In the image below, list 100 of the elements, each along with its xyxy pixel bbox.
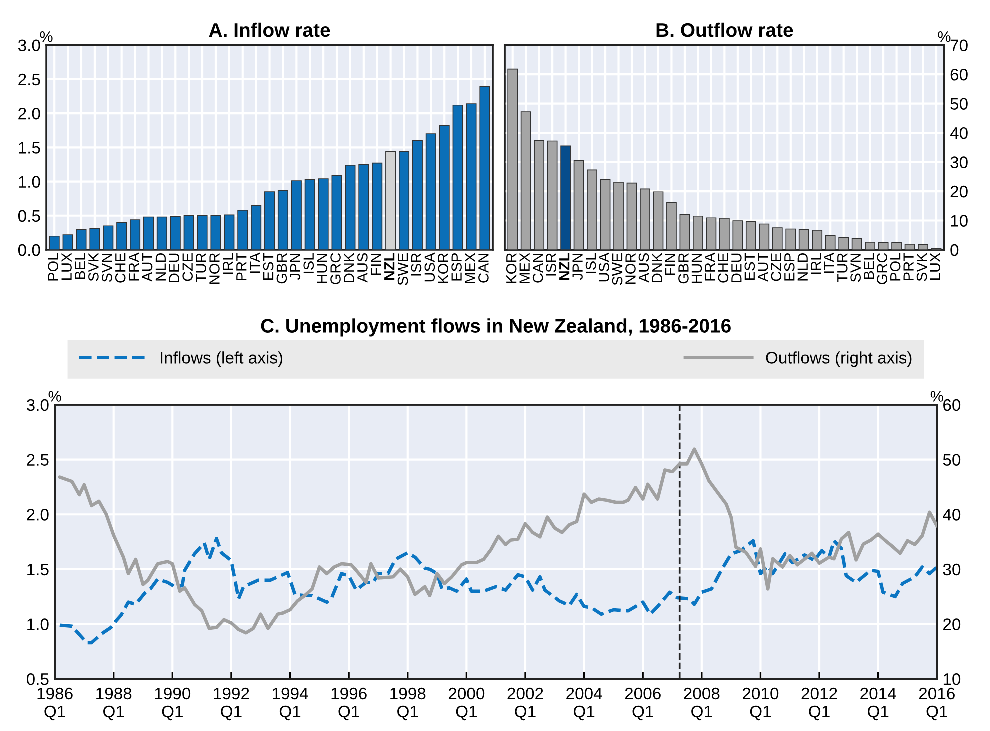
bar (62, 234, 74, 250)
y2-axis-title: % (938, 32, 951, 42)
x-tick-label: TUR (838, 253, 848, 282)
bar (238, 210, 248, 250)
x-tick-label: LUX (62, 253, 72, 280)
bar (143, 216, 154, 250)
y-tick-label: 0.5 (26, 674, 49, 686)
x-tick-label: 2010 Q1 (743, 688, 779, 721)
bar (251, 205, 262, 250)
x-tick-label: 1996 Q1 (332, 688, 367, 721)
bar (452, 104, 464, 250)
x-tick-label: NZL (560, 253, 570, 280)
x-tick-label: CHE (115, 253, 126, 283)
y-tick-label: 0.0 (18, 244, 40, 256)
x-tick-label: 2002 Q1 (508, 688, 544, 721)
chart-title: A. Inflow rate (209, 22, 330, 38)
bar (892, 242, 902, 250)
x-tick-label: DEU (169, 254, 180, 282)
y2-tick-label: 40 (950, 127, 968, 140)
bar (170, 216, 181, 250)
bar (838, 237, 850, 250)
bar (426, 134, 436, 250)
x-tick-label: DEU (732, 254, 742, 282)
x-tick-label: POL (48, 253, 59, 281)
bar (640, 188, 650, 250)
y2-tick-label: 50 (943, 454, 961, 466)
bar (130, 220, 141, 250)
x-tick-label: FIN (371, 254, 382, 276)
bar (574, 160, 584, 250)
y-tick-label: 0.5 (18, 210, 40, 222)
x-tick-label: 1988 Q1 (96, 688, 132, 721)
x-tick-label: ITA (824, 252, 834, 274)
x-tick-label: SVN (102, 254, 112, 282)
bar (197, 215, 208, 250)
x-tick-label: AUS (638, 253, 650, 283)
x-tick-label: USA (599, 252, 610, 282)
x-tick-label: CAN (532, 254, 544, 283)
bar (103, 226, 114, 250)
bar (626, 182, 638, 250)
y-tick-label: 1.5 (19, 142, 40, 154)
x-tick-label: 1986 Q1 (38, 688, 73, 721)
x-tick-label: MEX (465, 253, 476, 284)
bar (759, 224, 770, 250)
bar (772, 228, 783, 250)
x-tick-label: NZL (384, 253, 395, 280)
x-tick-label: JPN (290, 254, 301, 280)
x-tick-label: ESP (452, 254, 462, 281)
bar (719, 218, 730, 250)
x-tick-label: 2008 Q1 (684, 688, 720, 721)
bar (264, 192, 276, 250)
x-tick-label: BEL (864, 253, 874, 280)
x-tick-label: CZE (771, 253, 782, 282)
x-tick-label: HUN (317, 254, 328, 284)
x-tick-label: BEL (75, 253, 86, 280)
y2-tick-label: 70 (950, 40, 968, 52)
x-tick-label: SVK (88, 252, 99, 282)
x-tick-label: SVK (916, 252, 928, 282)
bar (706, 218, 717, 250)
y-tick-label: 2.0 (27, 509, 49, 521)
x-tick-label: ITA (250, 252, 260, 274)
line-series (58, 448, 938, 635)
x-tick-label: EST (263, 253, 274, 280)
y2-tick-label: 0 (950, 244, 959, 256)
x-tick-label: PRT (236, 253, 247, 280)
bar (653, 192, 664, 250)
bar (224, 214, 235, 250)
bar (49, 236, 60, 250)
y2-tick-label: 20 (950, 186, 968, 198)
bar (918, 244, 928, 250)
x-tick-label: KOR (438, 253, 449, 284)
x-tick-label: JPN (572, 254, 583, 280)
x-tick-label: 2016 Q1 (919, 688, 955, 721)
x-tick-label: GRC (877, 253, 888, 284)
x-tick-label: NLD (156, 253, 166, 281)
x-tick-label: FIN (665, 254, 676, 276)
x-tick-label: ISR (411, 253, 422, 276)
x-tick-label: SVN (850, 254, 861, 282)
bar (90, 228, 100, 250)
x-tick-label: 2000 Q1 (448, 688, 485, 721)
x-tick-label: FRA (129, 252, 140, 281)
bar (587, 170, 598, 250)
x-tick-label: AUT (758, 253, 768, 282)
y-tick-label: 3.0 (26, 399, 49, 412)
y-tick-label: 3.0 (18, 40, 40, 52)
bar (693, 216, 704, 250)
x-tick-label: 1990 Q1 (155, 688, 191, 721)
y-tick-label: 2.5 (27, 454, 49, 466)
y-tick-label: 2.0 (18, 108, 40, 120)
bar (116, 222, 128, 250)
x-tick-label: 1992 Q1 (214, 688, 250, 721)
y-tick-label: 2.5 (18, 74, 40, 86)
x-tick-label: USA (424, 252, 436, 282)
chart-title: B. Outflow rate (656, 22, 794, 38)
bar (798, 229, 810, 250)
bar (372, 162, 383, 250)
bar (865, 242, 876, 250)
x-tick-label: ESP (784, 254, 795, 281)
x-tick-label: DNK (652, 252, 662, 282)
bar (439, 125, 450, 250)
x-tick-label: FRA (705, 252, 716, 281)
